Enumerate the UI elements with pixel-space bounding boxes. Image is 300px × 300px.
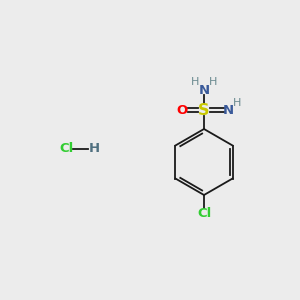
Text: H: H [89,142,100,155]
Text: N: N [223,104,234,117]
Text: Cl: Cl [59,142,73,155]
Text: H: H [233,98,241,108]
Text: O: O [177,104,188,117]
Text: S: S [198,103,210,118]
Text: H: H [191,76,199,87]
Text: N: N [198,83,210,97]
Text: Cl: Cl [197,207,211,220]
Text: H: H [209,76,217,87]
